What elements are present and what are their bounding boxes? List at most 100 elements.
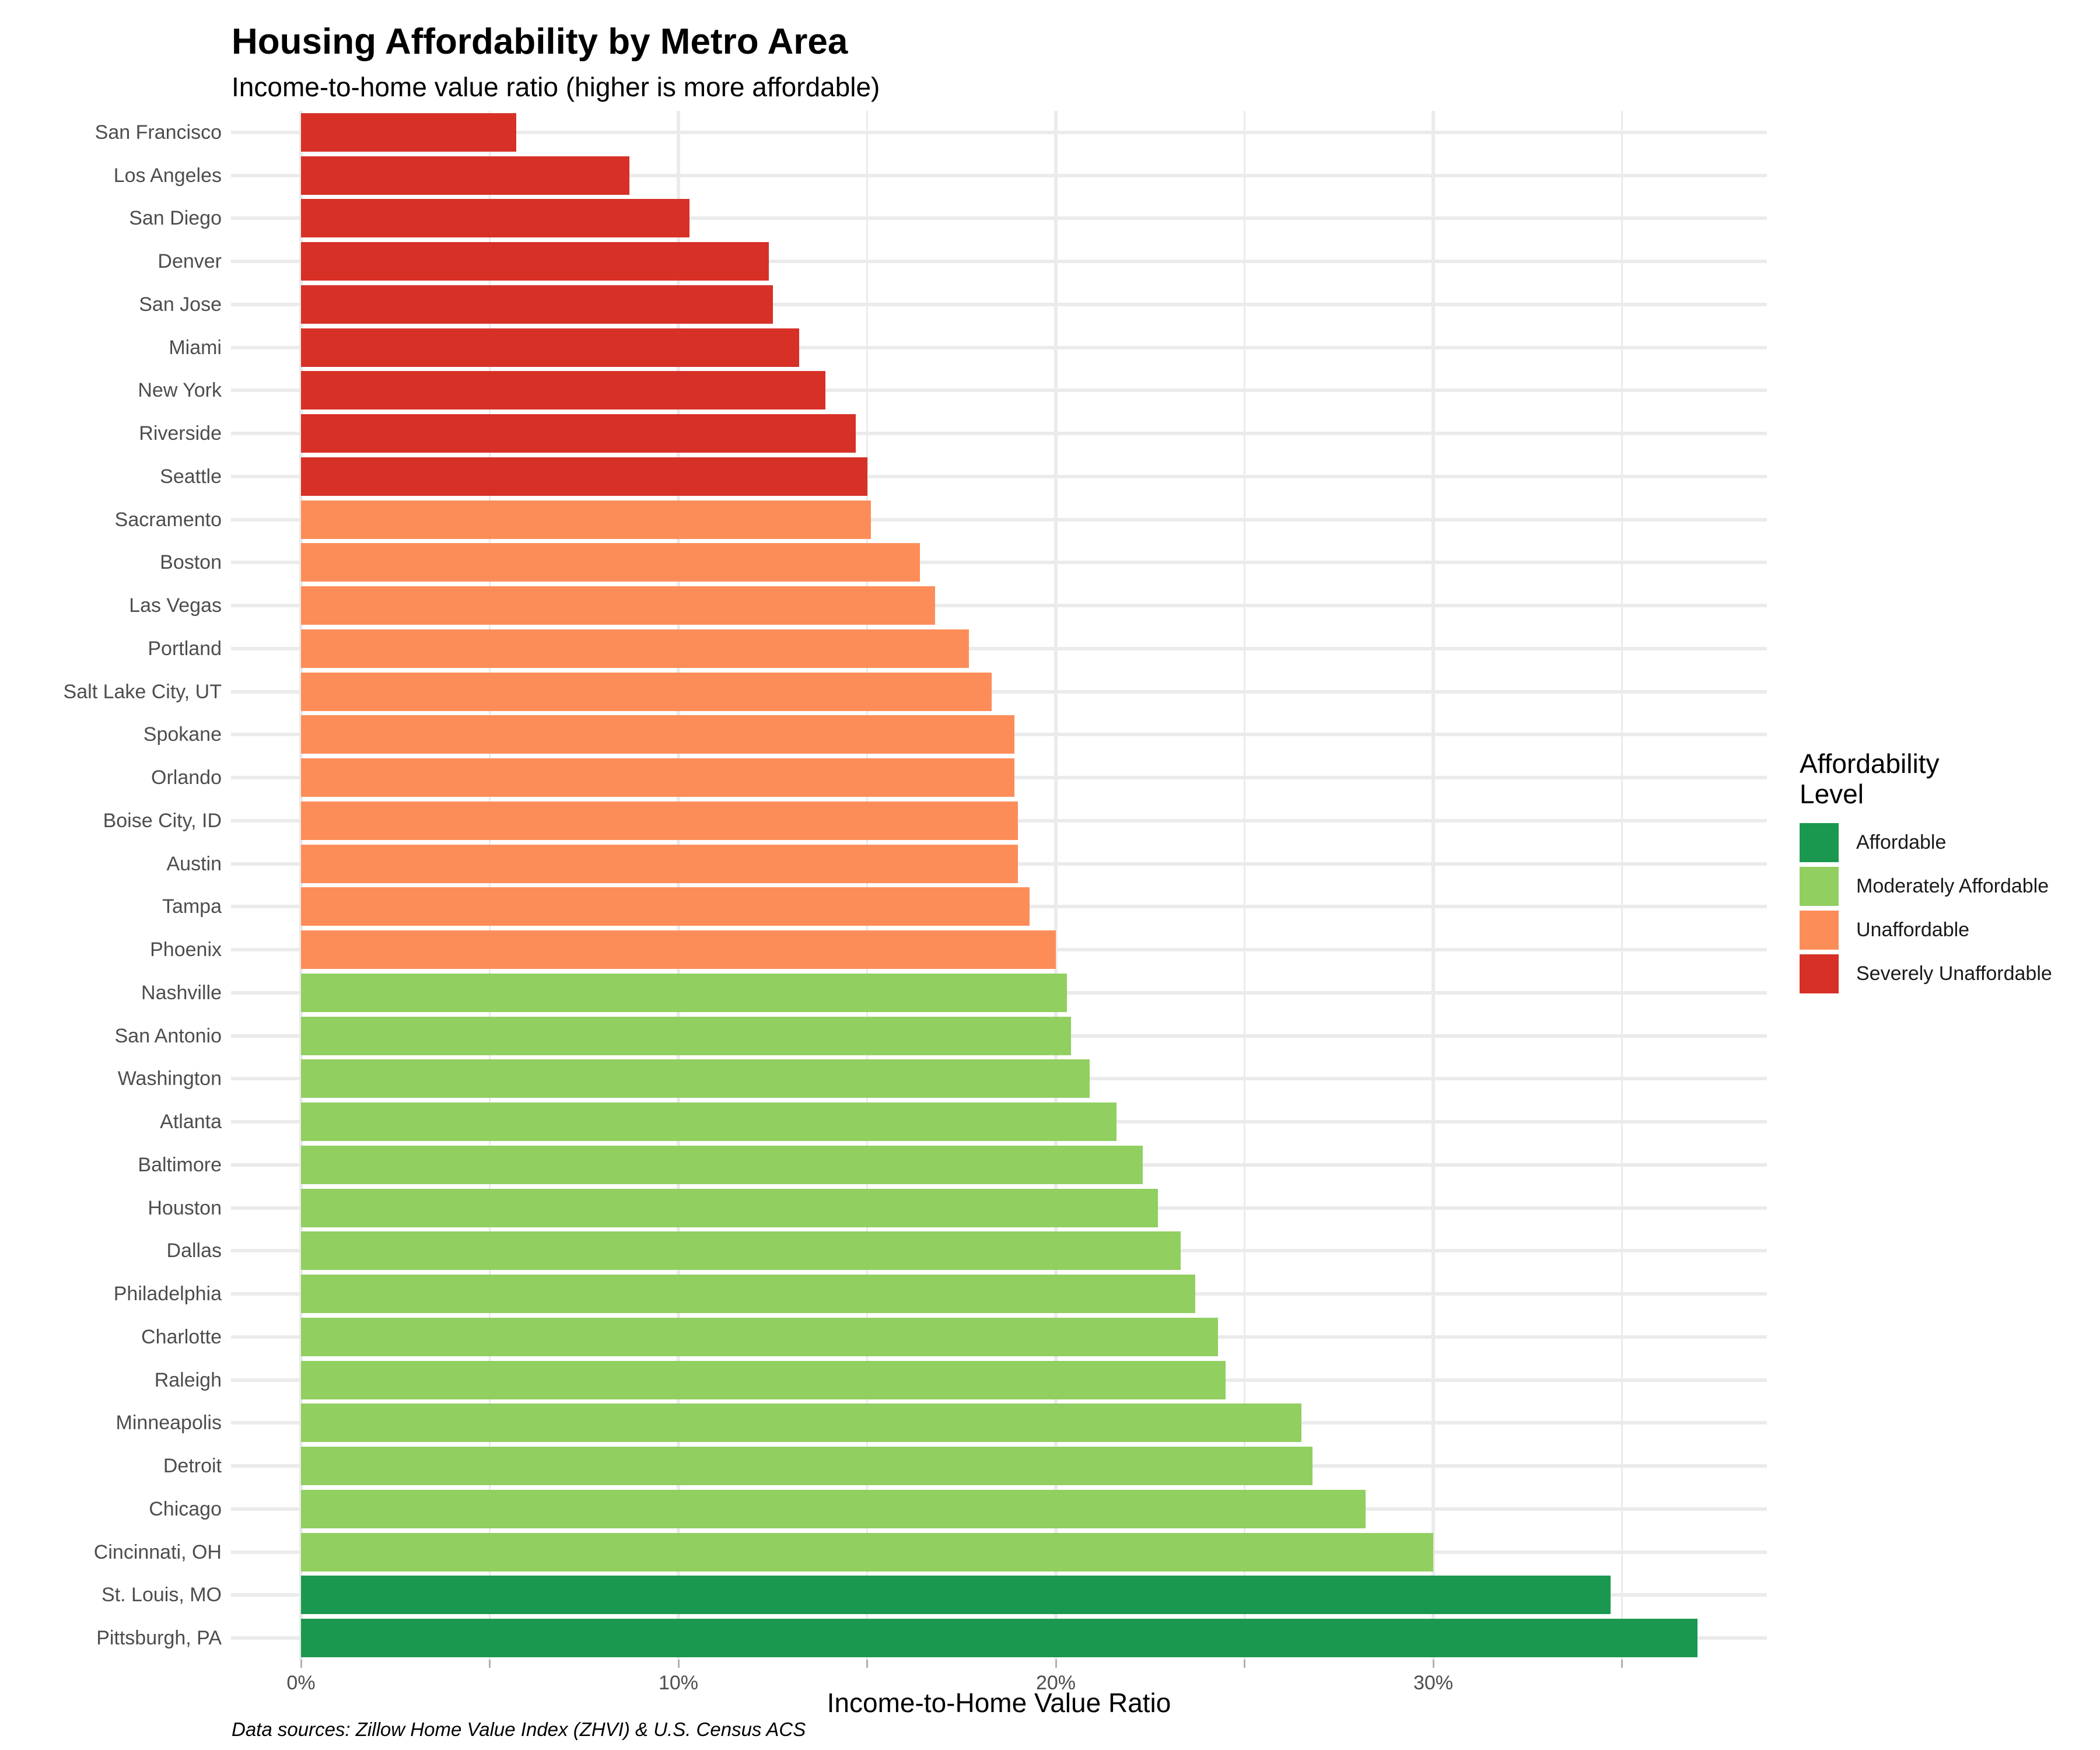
- bar-detroit: [301, 1447, 1312, 1486]
- bar-sacramento: [301, 500, 871, 539]
- x-axis-tick: [300, 1660, 302, 1668]
- gridline-h: [231, 474, 1767, 478]
- legend-swatch: [1800, 867, 1839, 906]
- bar-portland: [301, 629, 970, 668]
- category-label: Phoenix: [150, 939, 222, 961]
- legend-label: Severely Unaffordable: [1856, 963, 2052, 985]
- x-axis-tick: [1621, 1660, 1623, 1668]
- category-label: Boston: [160, 551, 222, 574]
- gridline-h: [231, 130, 1767, 134]
- bar-denver: [301, 242, 769, 281]
- bar-tampa: [301, 887, 1030, 926]
- category-label: Las Vegas: [129, 594, 222, 617]
- legend-item: Unaffordable: [1800, 911, 2100, 950]
- category-label: Salt Lake City, UT: [63, 680, 222, 703]
- x-axis-tick: [1055, 1660, 1057, 1668]
- bar-dallas: [301, 1231, 1181, 1270]
- category-label: Cincinnati, OH: [93, 1541, 222, 1563]
- category-label: Seattle: [160, 465, 222, 488]
- bar-san-jose: [301, 285, 773, 324]
- legend-label: Moderately Affordable: [1856, 875, 2049, 897]
- legend-swatch: [1800, 911, 1839, 950]
- gridline-v-minor: [866, 111, 868, 1660]
- x-tick-label: 10%: [658, 1672, 699, 1694]
- chart-subtitle: Income-to-home value ratio (higher is mo…: [232, 72, 880, 102]
- bar-las-vegas: [301, 586, 935, 625]
- gridline-h: [231, 173, 1767, 177]
- bar-atlanta: [301, 1102, 1116, 1142]
- category-label: Los Angeles: [113, 164, 222, 187]
- x-tick-label: 30%: [1413, 1672, 1454, 1694]
- category-label: Atlanta: [160, 1111, 222, 1133]
- category-label: Detroit: [163, 1455, 222, 1478]
- x-axis-title: Income-to-Home Value Ratio: [827, 1688, 1171, 1718]
- bar-raleigh: [301, 1360, 1226, 1399]
- legend-items: Affordable Moderately Affordable Unafforda…: [1800, 823, 2100, 993]
- category-label: Austin: [166, 852, 222, 875]
- bar-baltimore: [301, 1145, 1143, 1184]
- category-label: Dallas: [166, 1240, 222, 1262]
- category-label: Charlotte: [141, 1325, 222, 1348]
- bar-washington: [301, 1059, 1090, 1098]
- category-label: Sacramento: [114, 508, 222, 531]
- gridline-h: [231, 260, 1767, 264]
- category-label: San Francisco: [94, 121, 222, 144]
- legend-swatch: [1800, 954, 1839, 993]
- category-label: Pittsburgh, PA: [96, 1627, 222, 1650]
- x-axis-tick: [677, 1660, 680, 1668]
- legend-item: Severely Unaffordable: [1800, 954, 2100, 993]
- bar-cincinnati-oh: [301, 1532, 1433, 1572]
- gridline-v-major: [1054, 111, 1058, 1660]
- legend-label: Unaffordable: [1856, 919, 1970, 941]
- category-label: Boise City, ID: [103, 809, 222, 832]
- gridline-h: [231, 388, 1767, 393]
- gridline-v-minor: [489, 111, 491, 1660]
- category-label: Riverside: [139, 422, 222, 445]
- category-label: San Antonio: [114, 1024, 222, 1047]
- category-label: Minneapolis: [116, 1412, 222, 1434]
- gridline-h: [231, 302, 1767, 306]
- bar-san-diego: [301, 199, 690, 238]
- legend-swatch: [1800, 823, 1839, 862]
- gridline-v-major: [677, 111, 680, 1660]
- bar-st-louis-mo: [301, 1576, 1611, 1615]
- category-label: St. Louis, MO: [102, 1584, 222, 1606]
- bar-minneapolis: [301, 1404, 1301, 1443]
- legend-item: Affordable: [1800, 823, 2100, 862]
- legend-item: Moderately Affordable: [1800, 867, 2100, 906]
- legend: Affordability Level Affordable Moderately…: [1800, 748, 2100, 998]
- x-axis-tick: [1244, 1660, 1245, 1668]
- gridline-h: [231, 604, 1767, 608]
- category-label: New York: [138, 379, 222, 402]
- category-label: Baltimore: [138, 1153, 222, 1176]
- gridline-v-minor: [1621, 111, 1623, 1660]
- bar-salt-lake-city-ut: [301, 672, 992, 711]
- bar-boise-city-id: [301, 801, 1019, 840]
- gridline-v-minor: [1244, 111, 1245, 1660]
- x-tick-label: 0%: [286, 1672, 316, 1694]
- x-axis-tick: [866, 1660, 868, 1668]
- bar-pittsburgh-pa: [301, 1619, 1698, 1658]
- bar-san-francisco: [301, 113, 516, 152]
- category-label: Tampa: [162, 895, 222, 918]
- category-label: Miami: [169, 336, 222, 359]
- bar-san-antonio: [301, 1016, 1071, 1055]
- bar-spokane: [301, 715, 1014, 754]
- category-label: San Diego: [129, 207, 222, 230]
- category-label: Nashville: [141, 981, 222, 1004]
- category-label: Houston: [148, 1196, 222, 1219]
- bar-boston: [301, 543, 921, 582]
- category-label: Washington: [117, 1068, 222, 1090]
- bar-nashville: [301, 973, 1068, 1012]
- category-label: Portland: [148, 637, 222, 660]
- category-label: Raleigh: [154, 1368, 222, 1391]
- gridline-h: [231, 561, 1767, 565]
- gridline-h: [231, 216, 1767, 220]
- gridline-h: [231, 517, 1767, 522]
- legend-title-line2: Level: [1800, 779, 1864, 809]
- category-label: San Jose: [139, 293, 222, 316]
- gridline-h: [231, 690, 1767, 694]
- legend-title: Affordability Level: [1800, 748, 2100, 809]
- bar-chicago: [301, 1489, 1366, 1528]
